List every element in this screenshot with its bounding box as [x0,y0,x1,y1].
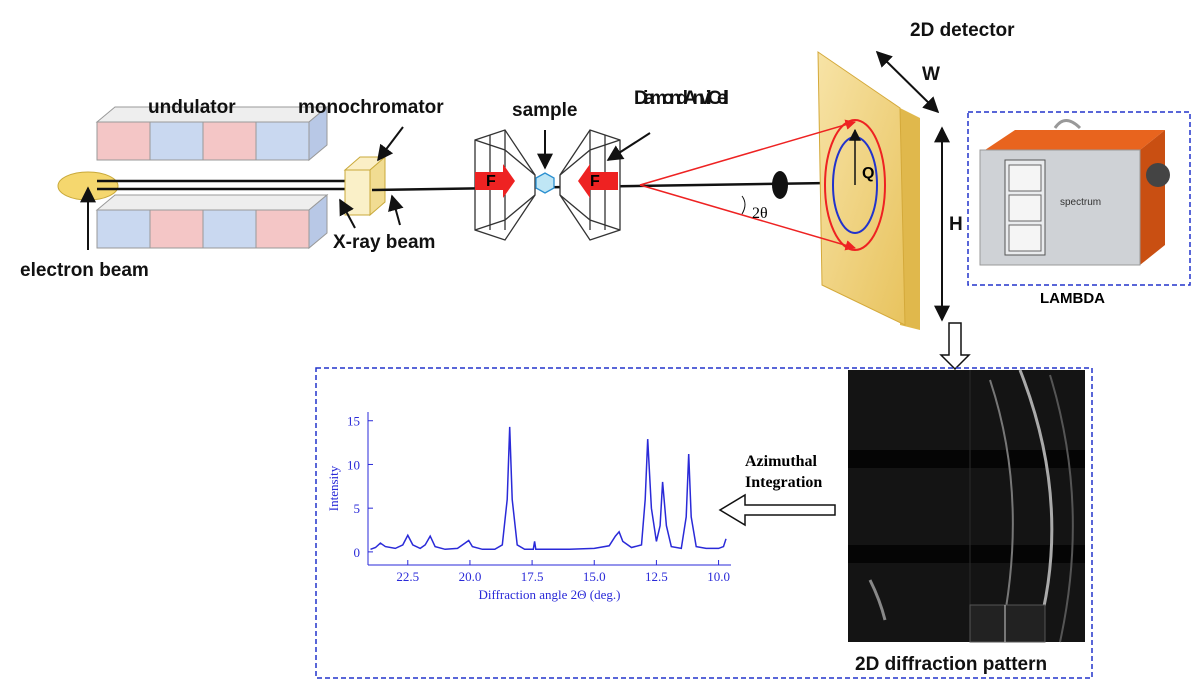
sample-label: sample [512,100,577,121]
xray-label: X-ray beam [333,232,435,253]
q-label: Q [862,165,874,182]
y-tick-label: 0 [354,545,361,560]
debye-ring [824,119,886,251]
intensity-chart: 0 5 10 15 22.5 20.0 17.5 15.0 12.5 10.0 Diffractio… [326,412,731,602]
x-tick-label: 20.0 [459,569,482,584]
detector [817,51,920,330]
monochromator-label: monochromator [298,97,444,118]
integration-label: Integration [745,474,822,491]
electron-label: electron beam [20,260,149,281]
dac-label: Diamond Anvil Cell [634,88,729,109]
device-photo: spectrum [979,119,1170,266]
force-arrow [475,164,515,198]
force-label: F [486,173,496,190]
diffracted-ray [639,119,857,186]
undulator-magnets [95,105,329,250]
width-label: W [922,64,940,85]
height-label: H [949,214,963,235]
diffraction-image [848,369,1085,643]
y-axis-label: Intensity [326,465,341,511]
device-frame [967,111,1191,286]
y-tick-label: 10 [347,457,360,472]
pointer [388,194,404,226]
width-arrow [875,50,940,114]
analysis-frame [315,367,1093,679]
angle-label: 2θ [752,205,768,222]
pointer [606,132,651,161]
y-tick-label: 15 [347,414,360,429]
angle-arc [741,195,746,215]
x-tick-label: 12.5 [645,569,668,584]
pointer [339,198,356,229]
monochromator-crystal [343,155,387,217]
intensity-line [370,426,727,551]
x-tick-label: 17.5 [521,569,544,584]
flow-arrow [939,322,971,371]
y-tick-label: 5 [354,501,361,516]
device-logo: spectrum [1060,197,1101,208]
integration-label: Azimuthal [745,453,818,470]
force-label: F [590,173,600,190]
x-tick-label: 15.0 [583,569,606,584]
beam-stop [772,171,788,199]
undulator-label: undulator [148,97,236,118]
x-tick-label: 10.0 [707,569,730,584]
pointer [377,126,404,162]
x-tick-label: 22.5 [396,569,419,584]
flow-arrow [718,493,836,527]
x-axis-label: Diffraction angle 2Θ (deg.) [479,587,621,602]
device-label: LAMBDA [1040,290,1105,307]
pattern-label: 2D diffraction pattern [855,654,1047,675]
diffracted-ray [639,184,857,251]
detector-label: 2D detector [910,20,1015,41]
force-arrow [578,164,618,198]
